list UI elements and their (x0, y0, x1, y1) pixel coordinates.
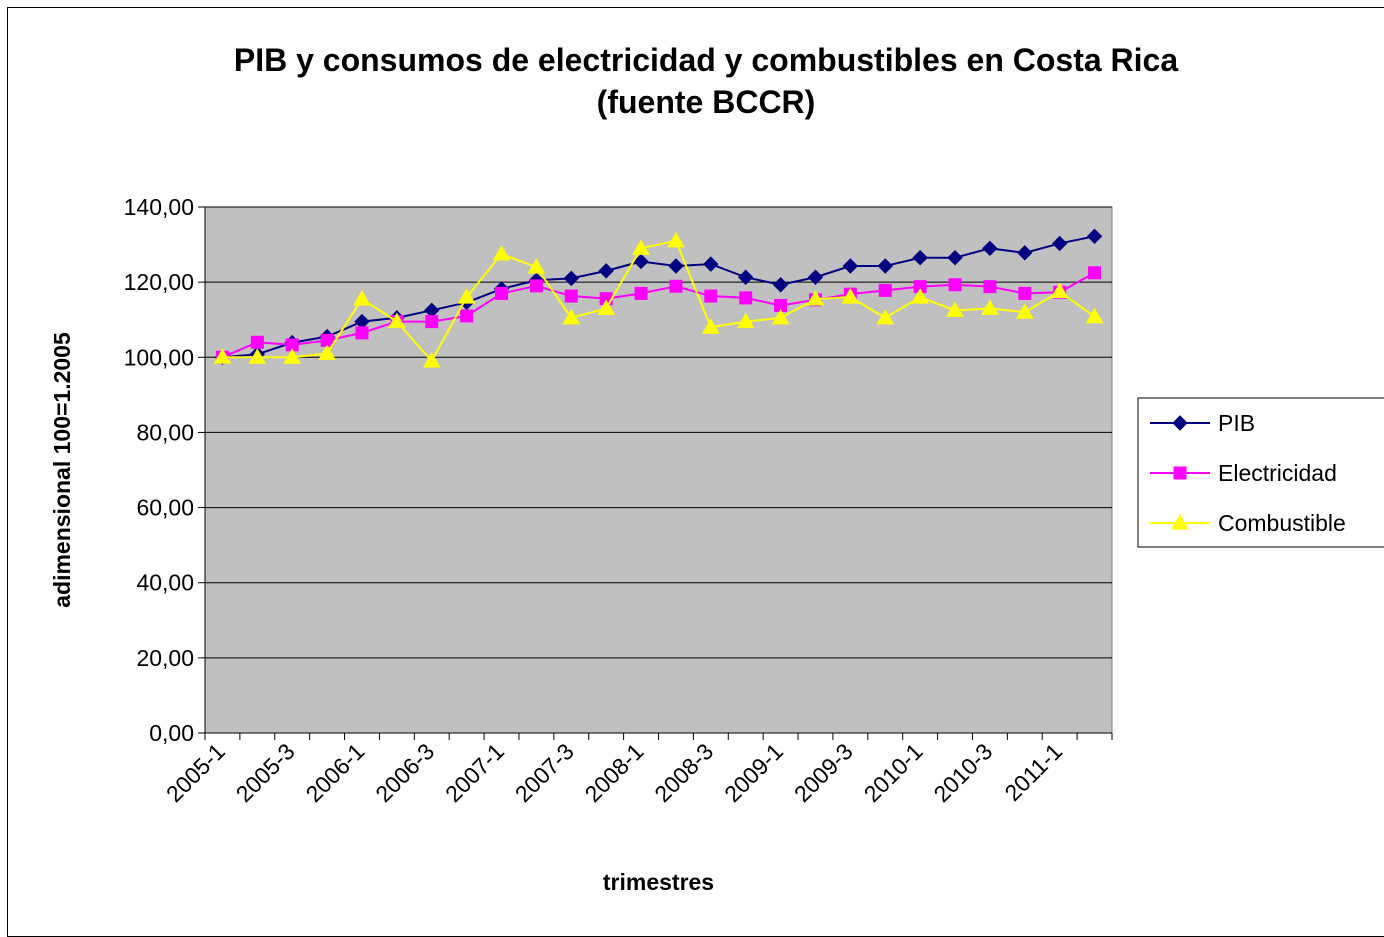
y-tick-label: 20,00 (136, 645, 194, 671)
data-point-combustible (388, 312, 406, 329)
data-point-combustible (1050, 282, 1069, 299)
data-point-combustible (632, 239, 650, 255)
data-point-electricidad (495, 286, 509, 300)
x-tick-label: 2009-1 (719, 738, 788, 807)
y-tick-label: 100,00 (124, 344, 194, 370)
data-point-pib (947, 250, 963, 266)
data-point-pib (912, 250, 928, 266)
x-tick-label: 2006-1 (300, 738, 369, 807)
x-tick-label: 2010-3 (928, 738, 997, 807)
data-point-pib (1086, 228, 1103, 245)
data-point-pib (703, 256, 719, 272)
y-tick-label: 60,00 (136, 495, 194, 521)
data-point-electricidad (1018, 286, 1032, 300)
y-axis-title: adimensional 100=1.2005 (49, 332, 75, 608)
data-point-combustible (981, 299, 999, 315)
data-point-pib (1051, 235, 1068, 252)
legend-label-pib: PIB (1218, 410, 1255, 436)
legend-marker-combustible (1171, 513, 1189, 530)
legend-label-combustible: Combustible (1218, 510, 1346, 536)
x-tick-label: 2007-1 (440, 738, 509, 807)
data-point-combustible (422, 352, 441, 368)
data-point-combustible (701, 318, 720, 334)
x-tick-label: 2005-3 (231, 738, 300, 807)
data-point-electricidad (425, 315, 439, 329)
data-point-combustible (213, 348, 232, 364)
data-point-electricidad (250, 335, 264, 349)
data-point-combustible (876, 308, 895, 325)
data-point-electricidad (739, 291, 753, 305)
data-point-combustible (283, 348, 302, 364)
x-tick-label: 2008-3 (649, 738, 718, 807)
data-point-combustible (527, 258, 546, 274)
data-point-pib (668, 258, 684, 274)
x-axis-title: trimestres (603, 869, 714, 895)
data-point-combustible (353, 290, 371, 306)
data-point-pib (842, 258, 859, 274)
x-tick-label: 2006-3 (370, 738, 439, 807)
chart-title-line-1: PIB y consumos de electricidad y combust… (234, 42, 1179, 78)
data-point-electricidad (460, 309, 474, 323)
data-point-combustible (806, 290, 825, 306)
x-tick-label: 2005-1 (161, 738, 230, 807)
data-point-pib (633, 253, 649, 270)
x-tick-label: 2008-1 (580, 738, 649, 807)
data-point-combustible (841, 288, 860, 304)
data-point-pib (598, 263, 614, 279)
data-point-electricidad (1088, 266, 1102, 280)
data-point-combustible (911, 288, 929, 304)
data-point-combustible (771, 308, 790, 325)
y-tick-label: 40,00 (136, 570, 194, 596)
data-point-electricidad (529, 279, 543, 293)
data-point-pib (877, 258, 893, 274)
data-point-combustible (318, 344, 336, 361)
legend-label-electricidad: Electricidad (1218, 460, 1337, 486)
data-point-pib (772, 277, 789, 293)
data-point-pib (807, 269, 824, 285)
data-point-combustible (946, 301, 964, 317)
data-point-combustible (1085, 307, 1104, 324)
data-point-combustible (492, 244, 511, 261)
data-point-pib (1017, 245, 1033, 261)
y-tick-label: 120,00 (124, 269, 194, 295)
data-point-combustible (248, 348, 267, 364)
data-point-electricidad (948, 278, 962, 292)
data-point-combustible (1015, 303, 1034, 319)
data-point-combustible (562, 308, 581, 325)
x-tick-label: 2010-1 (859, 738, 928, 807)
data-point-combustible (667, 231, 685, 248)
legend-marker-pib (1172, 415, 1188, 431)
data-point-pib (563, 270, 579, 287)
data-point-pib (982, 240, 998, 257)
chart-title-line-2: (fuente BCCR) (597, 84, 816, 120)
data-point-electricidad (669, 279, 683, 293)
x-tick-label: 2009-3 (789, 738, 858, 807)
data-point-electricidad (704, 289, 718, 303)
legend-marker-electricidad (1173, 466, 1187, 480)
data-point-electricidad (878, 283, 892, 297)
y-tick-label: 0,00 (149, 720, 194, 746)
x-tick-label: 2007-3 (510, 738, 579, 807)
data-point-electricidad (564, 289, 578, 303)
y-tick-label: 140,00 (124, 194, 194, 220)
data-point-electricidad (983, 280, 997, 294)
y-tick-label: 80,00 (136, 419, 194, 445)
data-point-combustible (736, 312, 755, 329)
data-point-electricidad (634, 286, 648, 300)
data-point-combustible (457, 288, 476, 304)
data-point-pib (738, 269, 754, 285)
data-point-combustible (597, 299, 616, 315)
x-tick-label: 2011-1 (999, 738, 1067, 806)
data-point-electricidad (355, 326, 369, 340)
